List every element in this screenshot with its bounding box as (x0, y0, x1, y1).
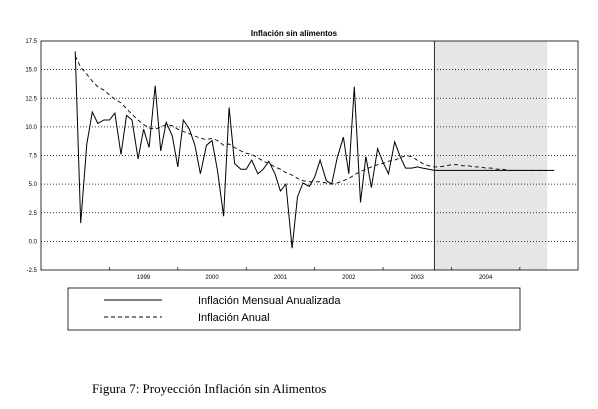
y-axis-ticks: 17.5 15.0 12.5 10.0 7.5 5.0 2.5 0.0 -2.5 (25, 39, 37, 274)
series-line-monthly-annualized (74, 51, 555, 249)
y-tick-label: 5.0 (29, 182, 38, 188)
x-tick-label: 2001 (274, 275, 288, 281)
series-layer (74, 51, 555, 249)
legend-label-annual: Inflación Anual (198, 312, 270, 324)
y-tick-label: 0.0 (29, 239, 38, 245)
x-tick-label: 1999 (137, 275, 151, 281)
chart-title: Inflación sin alimentos (251, 29, 338, 38)
figure-caption: Figura 7: Proyección Inflación sin Alime… (92, 381, 327, 396)
legend-box (67, 287, 521, 331)
legend: Inflación Mensual Anualizada Inflación A… (67, 287, 521, 331)
projection-shading (434, 41, 548, 270)
plot-frame (40, 40, 579, 271)
x-tick-label: 2003 (411, 275, 425, 281)
y-tick-label: 2.5 (29, 211, 38, 217)
y-tick-label: 10.0 (25, 125, 37, 131)
y-tick-label: 12.5 (25, 96, 37, 102)
y-tick-label: 17.5 (25, 39, 37, 45)
x-tick-label: 2002 (342, 275, 356, 281)
legend-label-monthly: Inflación Mensual Anualizada (198, 295, 341, 307)
x-axis-ticks: 1999 2000 2001 2002 2003 2004 (109, 267, 521, 281)
y-tick-label: -2.5 (27, 268, 38, 274)
y-tick-label: 7.5 (29, 154, 38, 160)
x-tick-label: 2004 (479, 275, 493, 281)
x-tick-label: 2000 (205, 275, 219, 281)
gridlines (41, 69, 578, 242)
y-tick-label: 15.0 (25, 68, 37, 74)
